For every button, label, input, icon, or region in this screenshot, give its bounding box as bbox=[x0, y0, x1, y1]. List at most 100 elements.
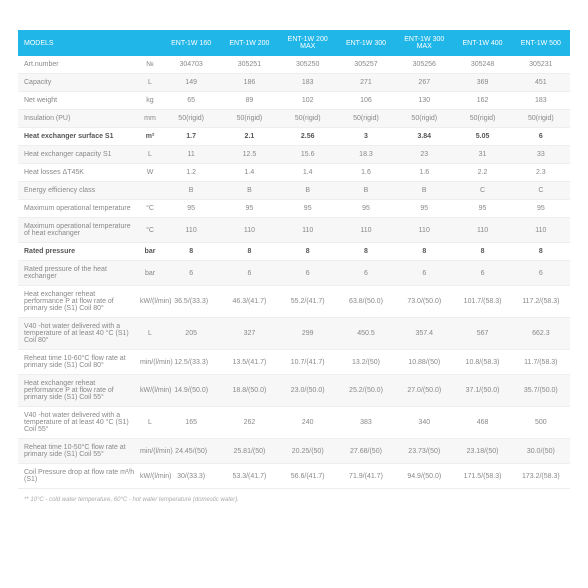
cell: 18.3 bbox=[337, 146, 395, 164]
cell: 110 bbox=[220, 218, 278, 243]
cell: 662.3 bbox=[512, 318, 570, 350]
row-label: V40 -hot water delivered with a temperat… bbox=[18, 407, 138, 439]
cell: 6 bbox=[220, 261, 278, 286]
cell: 8 bbox=[337, 243, 395, 261]
cell: 35.7/(50.0) bbox=[512, 375, 570, 407]
cell: 8 bbox=[512, 243, 570, 261]
cell: 11.7/(58.3) bbox=[512, 350, 570, 375]
cell: 1.2 bbox=[162, 164, 220, 182]
cell: 11 bbox=[162, 146, 220, 164]
cell: 340 bbox=[395, 407, 453, 439]
cell: 6 bbox=[512, 128, 570, 146]
cell: 305231 bbox=[512, 56, 570, 74]
row-unit: kW/(l/min) bbox=[138, 375, 162, 407]
cell: 20.25/(50) bbox=[279, 439, 337, 464]
cell: 110 bbox=[453, 218, 511, 243]
cell: 18.8/(50.0) bbox=[220, 375, 278, 407]
row-unit: °C bbox=[138, 218, 162, 243]
cell: 305257 bbox=[337, 56, 395, 74]
cell: 369 bbox=[453, 74, 511, 92]
cell: 8 bbox=[395, 243, 453, 261]
row-label: Heat exchanger surface S1 bbox=[18, 128, 138, 146]
row-unit: m² bbox=[138, 128, 162, 146]
cell: 6 bbox=[337, 261, 395, 286]
cell: 15.6 bbox=[279, 146, 337, 164]
row-unit: kg bbox=[138, 92, 162, 110]
cell: 10.8/(58.3) bbox=[453, 350, 511, 375]
col-header: ENT-1W 500 bbox=[512, 30, 570, 56]
cell: 31 bbox=[453, 146, 511, 164]
cell: 50(rigid) bbox=[162, 110, 220, 128]
cell: 8 bbox=[279, 243, 337, 261]
cell: 1.7 bbox=[162, 128, 220, 146]
col-header: ENT-1W 160 bbox=[162, 30, 220, 56]
row-label: V40 -hot water delivered with a temperat… bbox=[18, 318, 138, 350]
cell: 110 bbox=[512, 218, 570, 243]
cell: 13.2/(50) bbox=[337, 350, 395, 375]
row-label: Insulation (PU) bbox=[18, 110, 138, 128]
models-header: MODELS bbox=[18, 30, 138, 56]
cell: 183 bbox=[279, 74, 337, 92]
spec-table: MODELS ENT-1W 160 ENT-1W 200 ENT-1W 200 … bbox=[18, 30, 570, 489]
cell: 95 bbox=[512, 200, 570, 218]
cell: 50(rigid) bbox=[395, 110, 453, 128]
table-row: Net weightkg6589102106130162183 bbox=[18, 92, 570, 110]
cell: 55.2/(41.7) bbox=[279, 286, 337, 318]
cell: 468 bbox=[453, 407, 511, 439]
cell: 27.68/(50) bbox=[337, 439, 395, 464]
table-row: Reheat time 10-60°C flow rate at primary… bbox=[18, 350, 570, 375]
table-row: Heat exchanger reheat performance P at f… bbox=[18, 286, 570, 318]
table-body: Art.number№30470330525130525030525730525… bbox=[18, 56, 570, 489]
cell: 165 bbox=[162, 407, 220, 439]
cell: 383 bbox=[337, 407, 395, 439]
cell: 130 bbox=[395, 92, 453, 110]
cell: 6 bbox=[279, 261, 337, 286]
cell: 8 bbox=[162, 243, 220, 261]
cell: 6 bbox=[453, 261, 511, 286]
cell: 50(rigid) bbox=[220, 110, 278, 128]
unit-header bbox=[138, 30, 162, 56]
cell: 101.7/(58.3) bbox=[453, 286, 511, 318]
table-row: Heat exchanger reheat performance P at f… bbox=[18, 375, 570, 407]
cell: 23.73/(50) bbox=[395, 439, 453, 464]
cell: 73.0/(50.0) bbox=[395, 286, 453, 318]
cell: 451 bbox=[512, 74, 570, 92]
row-unit: L bbox=[138, 74, 162, 92]
cell: 2.3 bbox=[512, 164, 570, 182]
cell: B bbox=[220, 182, 278, 200]
row-unit: min/(l/min) bbox=[138, 439, 162, 464]
row-unit: kW/(l/min) bbox=[138, 464, 162, 489]
table-row: Heat losses ΔT45KW1.21.41.41.61.62.22.3 bbox=[18, 164, 570, 182]
cell: 327 bbox=[220, 318, 278, 350]
row-unit: L bbox=[138, 146, 162, 164]
cell: 117.2/(58.3) bbox=[512, 286, 570, 318]
table-row: Rated pressure of the heat exchangerbar6… bbox=[18, 261, 570, 286]
table-row: Rated pressurebar8888888 bbox=[18, 243, 570, 261]
row-unit: min/(l/min) bbox=[138, 350, 162, 375]
cell: 1.6 bbox=[395, 164, 453, 182]
cell: 305250 bbox=[279, 56, 337, 74]
table-row: CapacityL149186183271267369451 bbox=[18, 74, 570, 92]
cell: 23 bbox=[395, 146, 453, 164]
cell: 50(rigid) bbox=[512, 110, 570, 128]
row-unit: °C bbox=[138, 200, 162, 218]
cell: 267 bbox=[395, 74, 453, 92]
cell: 1.4 bbox=[279, 164, 337, 182]
cell: 106 bbox=[337, 92, 395, 110]
cell: C bbox=[453, 182, 511, 200]
row-label: Reheat time 10-60°C flow rate at primary… bbox=[18, 350, 138, 375]
cell: 149 bbox=[162, 74, 220, 92]
table-row: Heat exchanger capacity S1L1112.515.618.… bbox=[18, 146, 570, 164]
cell: 304703 bbox=[162, 56, 220, 74]
cell: 305248 bbox=[453, 56, 511, 74]
cell: 5.05 bbox=[453, 128, 511, 146]
row-unit: mm bbox=[138, 110, 162, 128]
cell: 8 bbox=[220, 243, 278, 261]
cell: 95 bbox=[453, 200, 511, 218]
cell: 1.4 bbox=[220, 164, 278, 182]
table-row: Reheat time 10-50°C flow rate at primary… bbox=[18, 439, 570, 464]
row-unit: bar bbox=[138, 243, 162, 261]
cell: 6 bbox=[395, 261, 453, 286]
cell: 500 bbox=[512, 407, 570, 439]
cell: 95 bbox=[395, 200, 453, 218]
